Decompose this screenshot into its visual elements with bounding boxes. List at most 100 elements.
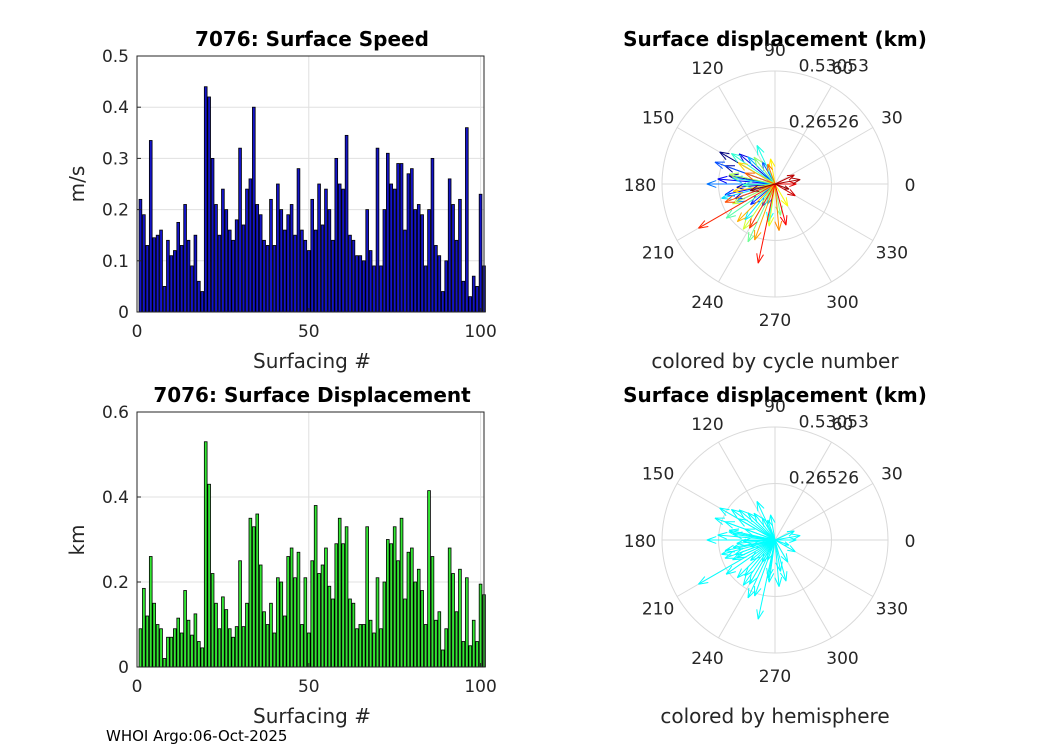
compass-cycle-vector (770, 158, 776, 185)
speed-bar (282, 229, 287, 313)
displacement-xtick-label: 100 (464, 677, 496, 697)
compass-hemisphere-vector (767, 519, 776, 541)
speed-bar (197, 280, 201, 313)
compass-hemisphere-chart: Surface displacement (km) 0 30 60 90 120 150 1… (623, 383, 927, 728)
displacement-bar (324, 547, 328, 668)
speed-chart-bars (138, 86, 486, 313)
speed-bar (389, 183, 394, 313)
speed-chart-xlabel: Surfacing # (253, 349, 371, 373)
displacement-bar (331, 598, 335, 668)
compass-cycle-vector-head (785, 215, 788, 226)
speed-bar (471, 275, 476, 313)
compass-cycle-radius-label: 0.26526 (789, 112, 859, 132)
displacement-bar (186, 619, 191, 668)
compass-cycle-annotation: colored by cycle number (651, 349, 899, 373)
compass-cycle-vector-head (724, 195, 733, 203)
compass-hemisphere-vector (731, 509, 776, 541)
speed-bar (210, 157, 215, 313)
displacement-bar (348, 598, 352, 668)
compass-hemisphere-vector-head (714, 517, 723, 525)
speed-chart: 7076: Surface Speed 0 0.1 0.2 0.3 0.4 0.5 0 50 1… (65, 27, 497, 373)
speed-bar (293, 234, 297, 313)
compass-cycle-vector (742, 183, 776, 230)
compass-hemisphere-vector-head (732, 541, 742, 548)
speed-bar (358, 255, 363, 313)
speed-bar (262, 239, 266, 313)
displacement-bar (200, 647, 205, 668)
compass-cycle-vector (774, 179, 801, 185)
displacement-bar (234, 626, 239, 668)
compass-cycle-vector-head (780, 205, 783, 216)
compass-hemisphere-vector-head (737, 572, 747, 579)
displacement-ytick-label: 0 (118, 658, 129, 678)
compass-cycle-vector-head (719, 151, 727, 161)
speed-bar (372, 265, 376, 313)
speed-bar (430, 157, 435, 313)
compass-hemisphere-vector (738, 509, 776, 541)
speed-bar (458, 198, 462, 313)
compass-cycle-vector (774, 183, 789, 207)
compass-cycle-vector-head (742, 180, 753, 186)
speed-bar (217, 234, 222, 313)
compass-hemisphere-vector (743, 539, 776, 542)
compass-cycle-vector-head (737, 162, 745, 171)
compass-hemisphere-vector-head (747, 590, 756, 599)
speed-bar (252, 106, 256, 313)
compass-cycle-vector-head (744, 214, 754, 221)
speed-bar (173, 250, 177, 313)
compass-cycle-vector-head (732, 177, 742, 184)
compass-cycle-vector-head (747, 156, 753, 167)
speed-ytick-label: 0.1 (102, 252, 129, 272)
speed-bar (214, 204, 218, 313)
compass-cycle-vector-head (717, 178, 727, 184)
speed-bar (152, 237, 156, 313)
compass-hemisphere-vector (774, 539, 787, 582)
compass-cycle-angle-label: 0 (905, 176, 916, 196)
compass-hemisphere-vector-head (767, 519, 773, 527)
displacement-bar (410, 547, 414, 668)
displacement-bar (365, 526, 369, 668)
compass-cycle-vector (774, 183, 790, 190)
compass-hemisphere-angle-label: 120 (691, 415, 723, 435)
displacement-bar (173, 628, 177, 668)
speed-bar (355, 255, 359, 313)
compass-cycle-vector-head (742, 184, 753, 189)
compass-hemisphere-annotation: colored by hemisphere (660, 704, 889, 728)
displacement-chart: 7076: Surface Displacement 0 0.2 0.4 0.6 0 50… (65, 383, 497, 728)
displacement-bar (258, 564, 263, 668)
speed-bar (341, 188, 345, 313)
speed-bar (142, 214, 146, 313)
compass-hemisphere-vector-head (744, 570, 754, 577)
displacement-bar (148, 556, 153, 668)
speed-bar (190, 265, 194, 313)
compass-cycle-vector (738, 153, 776, 185)
speed-ytick-label: 0.5 (102, 47, 129, 67)
compass-hemisphere-vector (744, 539, 776, 577)
compass-cycle-vector (774, 183, 787, 226)
speed-bar (155, 234, 160, 313)
compass-hemisphere-vector-head (756, 501, 759, 512)
speed-bar (248, 178, 253, 313)
speed-bar (200, 291, 205, 313)
speed-bar (234, 219, 239, 313)
speed-bar (437, 255, 442, 313)
speed-bar (406, 173, 411, 313)
speed-bar (183, 204, 187, 313)
displacement-bar (310, 560, 314, 668)
speed-bar (478, 193, 483, 313)
displacement-bar (252, 526, 256, 668)
compass-hemisphere-vector-head (756, 501, 765, 509)
compass-cycle-angle-label: 30 (881, 109, 903, 129)
compass-cycle-vector (753, 156, 776, 185)
compass-cycle-plot: 0 30 60 90 120 150 180 210 240 270 300 330 0.26526 0.… (624, 41, 916, 331)
compass-hemisphere-vector-head (737, 518, 745, 527)
compass-cycle-vector-head (721, 192, 730, 199)
compass-hemisphere-vector-head (753, 512, 758, 523)
speed-bar (186, 239, 191, 313)
compass-hemisphere-vector-head (747, 512, 753, 523)
speed-bar (145, 245, 150, 313)
compass-hemisphere-vector-head (780, 561, 783, 572)
displacement-bar (327, 585, 332, 668)
speed-bar (368, 250, 373, 313)
compass-cycle-vector-head (742, 219, 747, 230)
